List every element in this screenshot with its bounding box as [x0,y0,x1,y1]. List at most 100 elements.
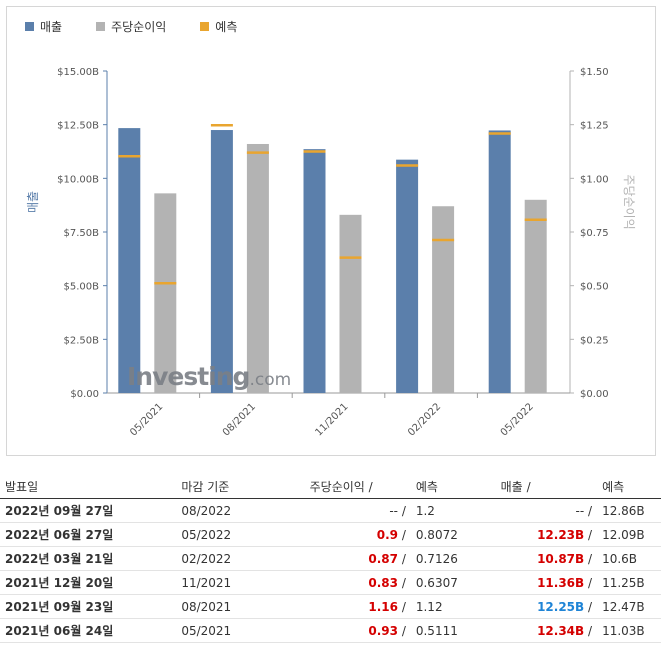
row-revenue: -- / [495,498,598,523]
bar-revenue [488,130,511,393]
bar-revenue [118,128,141,394]
row-date: 2022년 06월 27일 [0,522,177,547]
row-revenue-forecast: 12.47B [597,594,661,619]
legend-label-revenue: 매출 [40,19,63,34]
row-date: 2022년 09월 27일 [0,498,177,523]
row-eps-slash: / [401,575,406,590]
row-revenue-slash: / [588,503,593,518]
legend-item-eps[interactable]: 주당순이익 [96,18,166,35]
row-revenue-value: 10.87B [537,551,585,566]
x-tick-label: 05/2021 [128,401,165,438]
y-right-tick-label: $0.00 [580,389,609,400]
row-eps-slash: / [401,623,406,638]
legend-item-revenue[interactable]: 매출 [25,18,62,35]
y-right-axis-title: 주당순이익 [622,174,636,229]
row-eps-value: 0.93 [368,623,398,638]
y-left-tick-label: $12.50B [57,121,99,132]
row-eps-value: 0.83 [368,575,398,590]
row-revenue-forecast: 10.6B [597,546,661,571]
row-eps: -- / [304,498,411,523]
row-revenue-value: 11.36B [537,575,585,590]
x-tick-label: 02/2022 [406,401,443,438]
row-eps: 0.83 / [304,570,411,595]
row-revenue: 12.23B / [495,522,598,547]
table-row: 2021년 12월 20일 11/2021 0.83 /0.6307 11.36B /… [0,570,661,595]
header-revenue-forecast: 예측 [597,474,661,499]
row-eps-value: 1.16 [368,599,398,614]
row-eps: 0.93 / [304,618,411,643]
y-left-tick-label: $10.00B [57,174,99,185]
bar-revenue [396,159,419,393]
row-date: 2021년 09월 23일 [0,594,177,619]
row-revenue-value: 12.34B [537,623,585,638]
row-period: 08/2022 [176,498,305,523]
row-revenue: 10.87B / [495,546,598,571]
row-eps-forecast: 0.8072 [410,522,496,547]
header-eps-slash: / [368,479,373,494]
row-eps-value: 0.87 [368,551,398,566]
earnings-chart: 매출 주당순이익 예측 $0.00 $2.50B $5.00B $7.50B $10.0… [6,6,656,456]
y-left-axis-title: 매출 [26,191,40,213]
row-eps-slash: / [401,527,406,542]
header-revenue-slash: / [526,479,531,494]
bar-eps [524,199,547,393]
bar-revenue [210,130,233,393]
row-revenue-slash: / [588,599,593,614]
row-eps-value: -- [389,503,398,518]
row-eps-forecast: 1.2 [410,498,496,523]
y-left-tick-label: $15.00B [57,67,99,78]
row-eps-slash: / [401,551,406,566]
bar-revenue [303,149,326,393]
row-eps-slash: / [401,503,406,518]
table-row: 2021년 09월 23일 08/2021 1.16 /1.12 12.25B /12… [0,594,661,619]
row-revenue-value: 12.23B [537,527,585,542]
table-row: 2022년 06월 27일 05/2022 0.9 /0.8072 12.23B /1… [0,522,661,547]
bar-eps [154,193,177,393]
table-row: 2021년 06월 24일 05/2021 0.93 /0.5111 12.34B /… [0,618,661,643]
row-period: 11/2021 [176,570,305,595]
header-revenue-label: 매출 [500,479,523,494]
header-eps: 주당순이익 / [304,474,411,499]
investing-watermark-logo: Investing.com [127,362,291,391]
bar-eps [246,143,269,393]
row-date: 2022년 03월 21일 [0,546,177,571]
row-eps: 1.16 / [304,594,411,619]
row-eps-forecast: 0.5111 [410,618,496,643]
legend-swatch-eps [96,21,106,31]
row-period: 05/2022 [176,522,305,547]
chart-legend: 매출 주당순이익 예측 [13,13,259,39]
row-period: 08/2021 [176,594,305,619]
table-header-row: 발표일 마감 기준 주당순이익 / 예측 매출 / 예측 [0,474,661,499]
row-revenue-forecast: 11.25B [597,570,661,595]
table-row: 2022년 09월 27일 08/2022 -- /1.2 -- /12.86B [0,498,661,523]
y-right-tick-label: $1.50 [580,67,609,78]
row-eps-forecast: 0.6307 [410,570,496,595]
row-revenue-forecast: 11.03B [597,618,661,643]
x-tick-label: 08/2021 [221,401,258,438]
row-revenue-forecast: 12.86B [597,498,661,523]
row-revenue-forecast: 12.09B [597,522,661,547]
y-left-tick-label: $0.00 [70,389,99,400]
header-eps-label: 주당순이익 [309,479,365,494]
header-eps-forecast: 예측 [410,474,496,499]
legend-item-forecast[interactable]: 예측 [200,18,237,35]
y-right-tick-label: $1.00 [580,174,609,185]
row-eps: 0.87 / [304,546,411,571]
chart-plot: $0.00 $2.50B $5.00B $7.50B $10.00B $12.50B $15… [26,67,636,438]
table-row: 2022년 03월 21일 02/2022 0.87 /0.7126 10.87B /… [0,546,661,571]
row-revenue: 12.25B / [495,594,598,619]
header-date: 발표일 [0,474,177,499]
watermark-brand: Investing [127,362,250,391]
row-revenue-value: -- [575,503,585,518]
row-eps-value: 0.9 [376,527,398,542]
row-date: 2021년 06월 24일 [0,618,177,643]
row-revenue-slash: / [588,527,593,542]
earnings-table-body: 2022년 09월 27일 08/2022 -- /1.2 -- /12.86B 202… [0,498,661,643]
y-right-tick-label: $0.50 [580,282,609,293]
legend-label-eps: 주당순이익 [111,19,167,34]
y-left-tick-label: $7.50B [64,228,100,239]
earnings-table: 발표일 마감 기준 주당순이익 / 예측 매출 / 예측 2022년 09월 2… [0,474,661,643]
header-revenue: 매출 / [495,474,598,499]
row-eps-slash: / [401,599,406,614]
y-right-tick-label: $0.75 [580,228,609,239]
